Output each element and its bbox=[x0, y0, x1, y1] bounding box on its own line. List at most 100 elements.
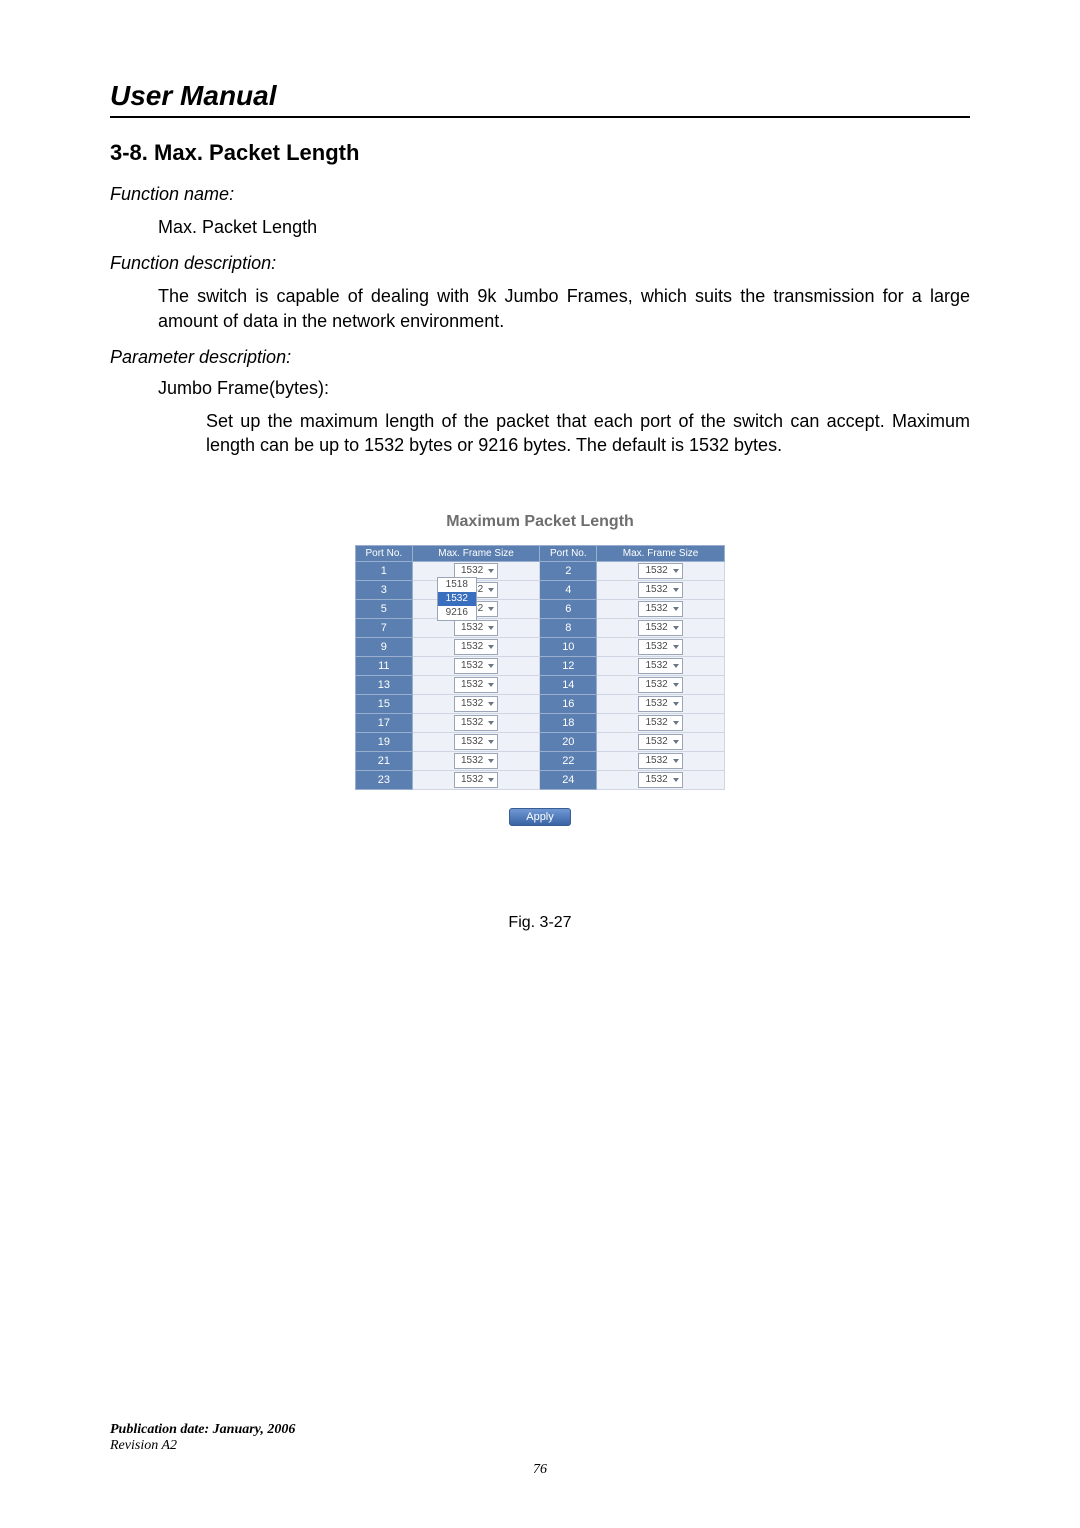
dropdown-option[interactable]: 9216 bbox=[438, 606, 476, 620]
frame-size-cell: 1532 bbox=[412, 714, 540, 733]
section-title: 3-8. Max. Packet Length bbox=[110, 140, 970, 166]
port-number-cell: 14 bbox=[540, 676, 597, 695]
parameter-name: Jumbo Frame(bytes): bbox=[158, 378, 970, 399]
frame-size-cell: 1532 bbox=[412, 695, 540, 714]
header-rule bbox=[110, 116, 970, 118]
frame-size-select[interactable]: 1532 bbox=[638, 658, 682, 674]
frame-size-select[interactable]: 1532 bbox=[638, 753, 682, 769]
frame-size-select[interactable]: 1532 bbox=[638, 715, 682, 731]
frame-size-cell: 1532 bbox=[597, 752, 725, 771]
frame-size-cell: 1532 bbox=[412, 619, 540, 638]
port-number-cell: 21 bbox=[356, 752, 413, 771]
revision: Revision A2 bbox=[110, 1438, 970, 1454]
publication-date: Publication date: January, 2006 bbox=[110, 1422, 970, 1438]
port-number-cell: 3 bbox=[356, 581, 413, 600]
frame-size-select[interactable]: 1532 bbox=[454, 677, 498, 693]
frame-size-cell: 1532 bbox=[412, 733, 540, 752]
frame-size-cell: 1532 bbox=[597, 657, 725, 676]
frame-size-select[interactable]: 1532 bbox=[638, 582, 682, 598]
frame-size-cell: 1532 bbox=[597, 676, 725, 695]
frame-size-cell: 1532 bbox=[412, 657, 540, 676]
table-header-row: Port No. Max. Frame Size Port No. Max. F… bbox=[356, 546, 725, 562]
port-number-cell: 11 bbox=[356, 657, 413, 676]
packet-length-table: Port No. Max. Frame Size Port No. Max. F… bbox=[355, 545, 725, 790]
col-size-right: Max. Frame Size bbox=[597, 546, 725, 562]
frame-size-cell: 1532 bbox=[597, 733, 725, 752]
port-number-cell: 4 bbox=[540, 581, 597, 600]
frame-size-cell: 1532 bbox=[597, 600, 725, 619]
port-number-cell: 22 bbox=[540, 752, 597, 771]
apply-button[interactable]: Apply bbox=[509, 808, 571, 826]
figure-caption: Fig. 3-27 bbox=[110, 914, 970, 932]
frame-size-select[interactable]: 1532 bbox=[638, 696, 682, 712]
table-row: 11 1532 12 1532 bbox=[356, 657, 725, 676]
frame-size-select[interactable]: 1532 bbox=[454, 696, 498, 712]
port-number-cell: 17 bbox=[356, 714, 413, 733]
dropdown-option[interactable]: 1518 bbox=[438, 578, 476, 592]
table-row: 7153281532 bbox=[356, 619, 725, 638]
frame-size-select[interactable]: 1532 bbox=[454, 620, 498, 636]
frame-size-select[interactable]: 1532 bbox=[638, 620, 682, 636]
frame-size-cell: 1532 bbox=[597, 619, 725, 638]
port-number-cell: 5 bbox=[356, 600, 413, 619]
port-number-cell: 13 bbox=[356, 676, 413, 695]
frame-size-select[interactable]: 1532 bbox=[454, 658, 498, 674]
frame-size-cell: 1532 bbox=[597, 638, 725, 657]
frame-size-cell: 1532 bbox=[412, 771, 540, 790]
frame-size-select[interactable]: 1532 bbox=[638, 772, 682, 788]
table-row: 9 1532 10 1532 bbox=[356, 638, 725, 657]
frame-size-select[interactable]: 1532 bbox=[454, 715, 498, 731]
frame-size-cell: 1532 bbox=[597, 562, 725, 581]
port-number-cell: 20 bbox=[540, 733, 597, 752]
frame-size-cell: 1532 bbox=[597, 771, 725, 790]
port-number-cell: 15 bbox=[356, 695, 413, 714]
port-number-cell: 1 bbox=[356, 562, 413, 581]
port-number-cell: 6 bbox=[540, 600, 597, 619]
frame-size-select[interactable]: 1532 bbox=[638, 734, 682, 750]
figure-title: Maximum Packet Length bbox=[332, 513, 748, 531]
frame-size-select[interactable]: 1532 bbox=[454, 772, 498, 788]
table-row: 21 1532 22 1532 bbox=[356, 752, 725, 771]
frame-size-select[interactable]: 1532 bbox=[638, 601, 682, 617]
function-name-label: Function name: bbox=[110, 184, 970, 205]
port-number-cell: 23 bbox=[356, 771, 413, 790]
page: User Manual 3-8. Max. Packet Length Func… bbox=[0, 0, 1080, 1528]
col-port-right: Port No. bbox=[540, 546, 597, 562]
port-number-cell: 10 bbox=[540, 638, 597, 657]
frame-size-cell: 1532 bbox=[412, 752, 540, 771]
parameter-text: Set up the maximum length of the packet … bbox=[206, 409, 970, 458]
port-number-cell: 9 bbox=[356, 638, 413, 657]
frame-size-select[interactable]: 1532 bbox=[454, 734, 498, 750]
frame-size-dropdown[interactable]: 151815329216 bbox=[437, 577, 477, 621]
function-description-label: Function description: bbox=[110, 253, 970, 274]
frame-size-cell: 1532 bbox=[412, 676, 540, 695]
frame-size-select[interactable]: 1532 bbox=[638, 677, 682, 693]
table-row: 191532201532 bbox=[356, 733, 725, 752]
figure-max-packet-length: Maximum Packet Length Port No. Max. Fram… bbox=[320, 497, 760, 844]
port-number-cell: 12 bbox=[540, 657, 597, 676]
frame-size-select[interactable]: 1532 bbox=[454, 753, 498, 769]
function-description-text: The switch is capable of dealing with 9k… bbox=[158, 284, 970, 333]
table-row: 3153241532 bbox=[356, 581, 725, 600]
frame-size-cell: 1532 bbox=[597, 581, 725, 600]
frame-size-cell: 1532151815329216 bbox=[412, 562, 540, 581]
table-row: 5153261532 bbox=[356, 600, 725, 619]
port-number-cell: 18 bbox=[540, 714, 597, 733]
frame-size-select[interactable]: 1532 bbox=[638, 563, 682, 579]
frame-size-cell: 1532 bbox=[412, 638, 540, 657]
frame-size-select[interactable]: 1532 bbox=[638, 639, 682, 655]
parameter-description-label: Parameter description: bbox=[110, 347, 970, 368]
page-footer: Publication date: January, 2006 Revision… bbox=[110, 1422, 970, 1478]
port-number-cell: 16 bbox=[540, 695, 597, 714]
table-row: 115321518153292162 1532 bbox=[356, 562, 725, 581]
dropdown-option[interactable]: 1532 bbox=[438, 592, 476, 606]
table-row: 13 1532 14 1532 bbox=[356, 676, 725, 695]
table-row: 231532241532 bbox=[356, 771, 725, 790]
col-port-left: Port No. bbox=[356, 546, 413, 562]
frame-size-cell: 1532 bbox=[597, 695, 725, 714]
function-name-value: Max. Packet Length bbox=[158, 215, 970, 239]
page-number: 76 bbox=[110, 1462, 970, 1478]
frame-size-select[interactable]: 1532 bbox=[454, 639, 498, 655]
frame-size-cell: 1532 bbox=[597, 714, 725, 733]
port-number-cell: 2 bbox=[540, 562, 597, 581]
